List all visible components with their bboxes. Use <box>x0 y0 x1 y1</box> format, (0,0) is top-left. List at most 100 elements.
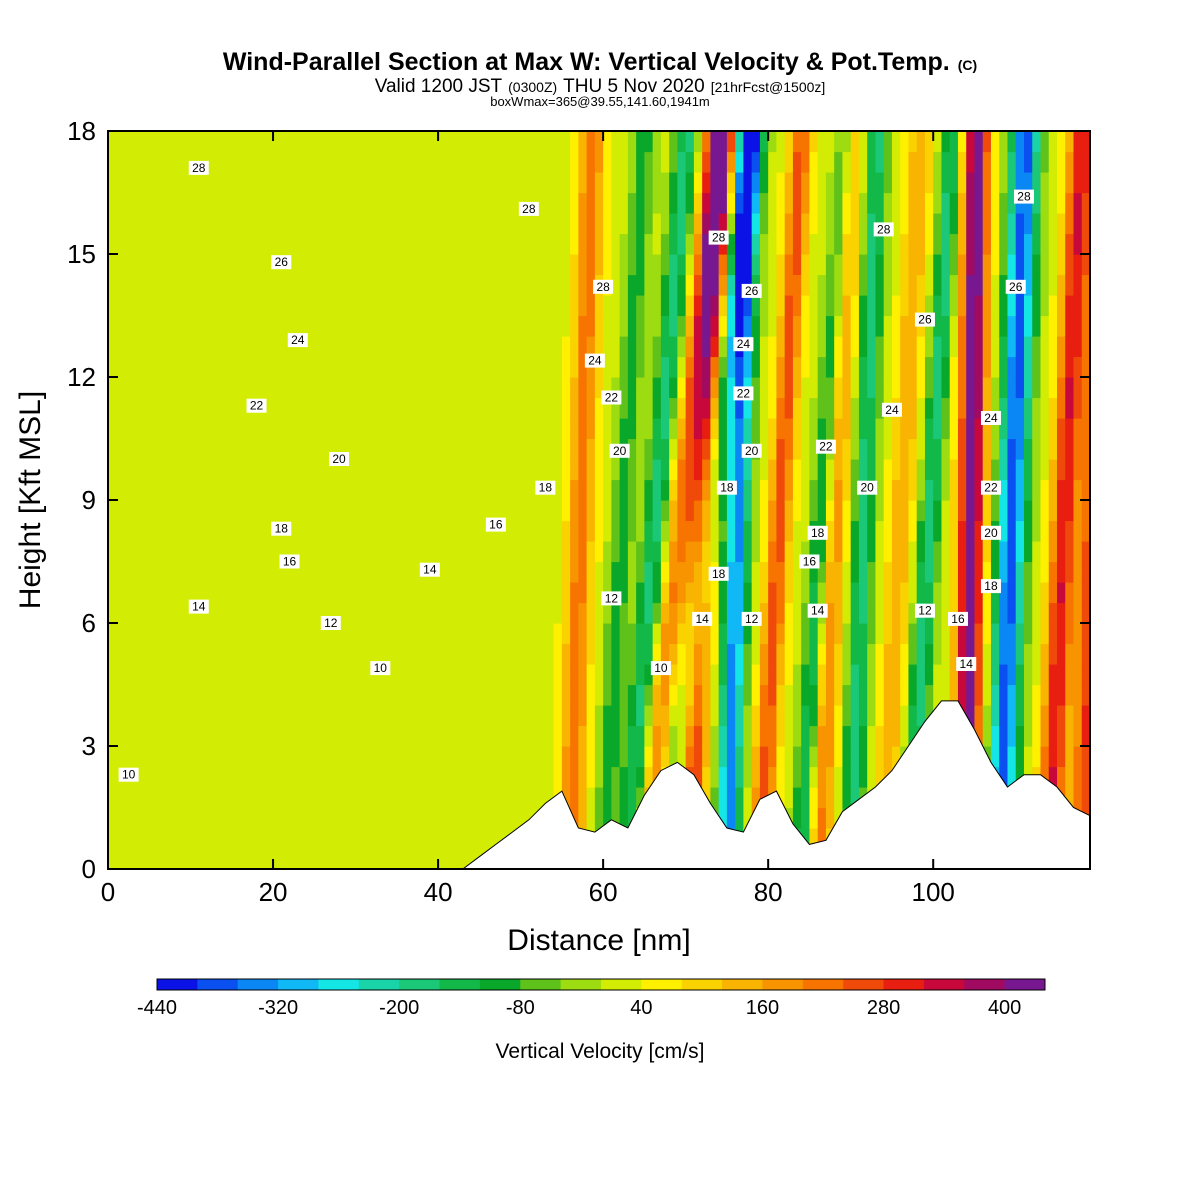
w-cell <box>347 705 357 727</box>
w-cell <box>240 192 249 214</box>
w-cell <box>693 192 703 214</box>
w-cell <box>652 643 662 665</box>
w-cell <box>132 664 142 686</box>
colorbar-swatch <box>681 979 723 990</box>
w-cell <box>314 418 324 440</box>
w-cell <box>990 131 1000 153</box>
w-cell <box>545 643 555 665</box>
w-cell <box>520 377 530 399</box>
w-cell <box>809 725 819 747</box>
w-cell <box>669 746 678 768</box>
w-cell <box>339 582 348 604</box>
w-cell <box>842 213 852 235</box>
w-cell <box>157 643 167 665</box>
w-cell <box>248 725 258 747</box>
w-cell <box>916 192 926 214</box>
w-cell <box>586 377 596 399</box>
w-cell <box>487 500 497 522</box>
w-cell <box>339 356 348 378</box>
x-tick-label: 80 <box>754 877 783 907</box>
w-cell <box>438 602 447 624</box>
w-cell <box>322 664 332 686</box>
w-cell <box>900 172 910 194</box>
w-cell <box>528 438 538 460</box>
w-cell <box>363 459 373 481</box>
w-cell <box>1081 274 1090 296</box>
w-cell <box>429 848 439 869</box>
w-cell <box>198 787 208 809</box>
w-cell <box>858 151 868 173</box>
w-cell <box>141 746 150 768</box>
w-cell <box>817 746 827 768</box>
w-cell <box>165 500 175 522</box>
w-cell <box>190 643 200 665</box>
w-cell <box>990 664 1000 686</box>
w-cell <box>215 151 225 173</box>
w-cell <box>941 397 951 419</box>
w-cell <box>132 541 142 563</box>
w-cell <box>405 418 414 440</box>
w-cell <box>982 602 992 624</box>
w-cell <box>108 582 117 604</box>
w-cell <box>883 705 893 727</box>
w-cell <box>619 520 629 542</box>
w-cell <box>108 254 117 276</box>
w-cell <box>413 397 423 419</box>
w-cell <box>603 377 612 399</box>
w-cell <box>372 356 381 378</box>
w-cell <box>875 746 885 768</box>
w-cell <box>174 377 183 399</box>
y-tick-label: 3 <box>82 731 96 761</box>
w-cell <box>990 213 1000 235</box>
w-cell <box>685 500 695 522</box>
w-cell <box>198 766 208 788</box>
w-cell <box>190 623 200 645</box>
w-cell <box>966 479 976 501</box>
w-cell <box>743 151 753 173</box>
w-cell <box>578 664 588 686</box>
w-cell <box>570 254 579 276</box>
w-cell <box>611 602 621 624</box>
w-cell <box>900 418 910 440</box>
w-cell <box>850 336 860 358</box>
w-cell <box>1073 151 1083 173</box>
w-cell <box>792 766 802 788</box>
w-cell <box>297 643 307 665</box>
w-cell <box>421 623 431 645</box>
w-cell <box>702 151 712 173</box>
w-cell <box>1073 500 1083 522</box>
w-cell <box>817 192 827 214</box>
w-cell <box>438 561 447 583</box>
w-cell <box>842 582 852 604</box>
w-cell <box>710 746 720 768</box>
w-cell <box>520 274 530 296</box>
w-cell <box>999 746 1009 768</box>
w-cell <box>289 192 299 214</box>
w-cell <box>1007 705 1017 727</box>
w-cell <box>363 561 373 583</box>
w-cell <box>743 787 753 809</box>
w-cell <box>339 807 348 829</box>
w-cell <box>347 787 357 809</box>
w-cell <box>660 377 670 399</box>
w-cell <box>718 807 728 829</box>
w-cell <box>1040 315 1050 337</box>
w-cell <box>759 582 769 604</box>
theta-label: 10 <box>118 767 139 782</box>
w-cell <box>190 172 200 194</box>
w-cell <box>240 787 249 809</box>
w-cell <box>520 582 530 604</box>
w-cell <box>850 397 860 419</box>
w-cell <box>289 561 299 583</box>
w-cell <box>240 233 249 255</box>
w-cell <box>759 541 769 563</box>
w-cell <box>174 766 183 788</box>
w-cell <box>636 315 645 337</box>
w-cell <box>817 807 827 829</box>
w-cell <box>1073 602 1083 624</box>
w-cell <box>223 582 233 604</box>
w-cell <box>462 356 472 378</box>
w-cell <box>281 315 291 337</box>
w-cell <box>776 438 786 460</box>
w-cell <box>916 479 926 501</box>
